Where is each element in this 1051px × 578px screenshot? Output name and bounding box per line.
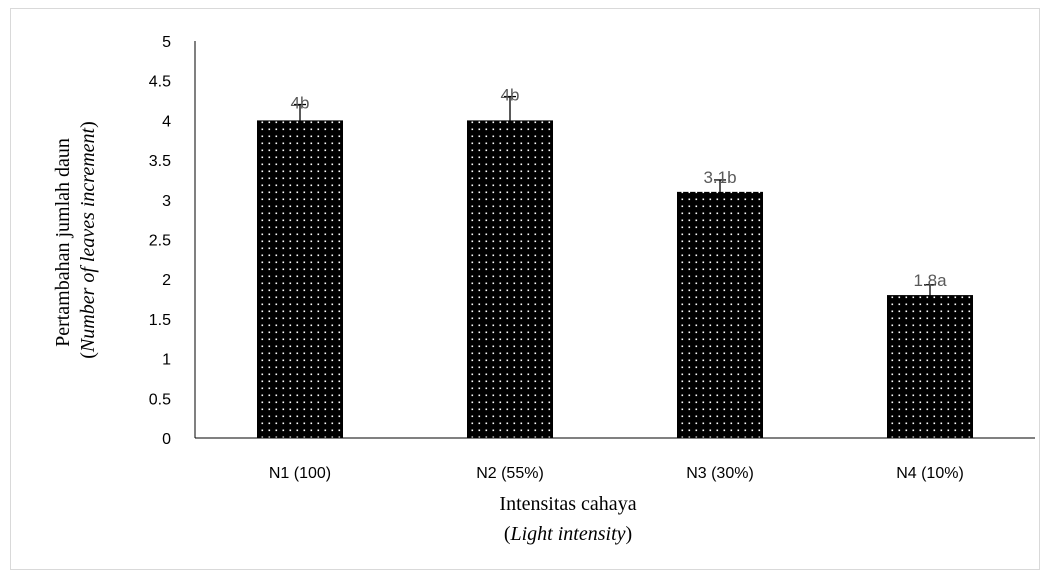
x-tick-labels-group: N1 (100) N2 (55%) N3 (30%) N4 (10%) [269, 465, 964, 482]
y-tick-label: 1.5 [149, 312, 171, 329]
y-tick-label: 4 [162, 113, 171, 130]
bar [887, 295, 973, 438]
y-tick-labels-group: 0 0.5 1 1.5 2 2.5 3 3.5 4 4.5 5 [149, 34, 171, 448]
data-labels-group: 4b 4b 3.1b 1.8a [291, 86, 948, 290]
bars-group [257, 120, 973, 438]
y-axis-title-line2-suffix: ) [77, 121, 99, 128]
y-tick-label: 5 [162, 34, 171, 51]
y-tick-label: 3 [162, 193, 171, 210]
x-axis-title-line1: Intensitas cahaya [499, 493, 636, 515]
y-tick-label: 0 [162, 431, 171, 448]
y-tick-label: 2 [162, 272, 171, 289]
data-label: 1.8a [913, 271, 947, 290]
y-axis-title-line1: Pertambahan jumlah daun [52, 138, 74, 347]
x-axis-title-line2: Light intensity [510, 523, 626, 545]
bar [467, 120, 553, 438]
y-tick-label: 2.5 [149, 233, 171, 250]
data-label: 3.1b [703, 168, 736, 187]
bar [677, 192, 763, 438]
y-tick-label: 1 [162, 352, 171, 369]
error-bars-group [294, 97, 936, 306]
data-label: 4b [501, 86, 520, 105]
bar [257, 120, 343, 438]
y-tick-label: 3.5 [149, 153, 171, 170]
y-tick-label: 4.5 [149, 74, 171, 91]
x-tick-label: N1 (100) [269, 465, 331, 482]
x-tick-label: N3 (30%) [686, 465, 754, 482]
x-axis-title-line2-wrap: (Light intensity) [504, 523, 632, 545]
y-axis-title: Pertambahan jumlah daun (Number of leave… [52, 121, 99, 359]
x-tick-label: N4 (10%) [896, 465, 964, 482]
y-axis-title-line2: Number of leaves increment [77, 127, 99, 353]
y-tick-label: 0.5 [149, 391, 171, 408]
data-label: 4b [291, 94, 310, 113]
x-tick-label: N2 (55%) [476, 465, 544, 482]
